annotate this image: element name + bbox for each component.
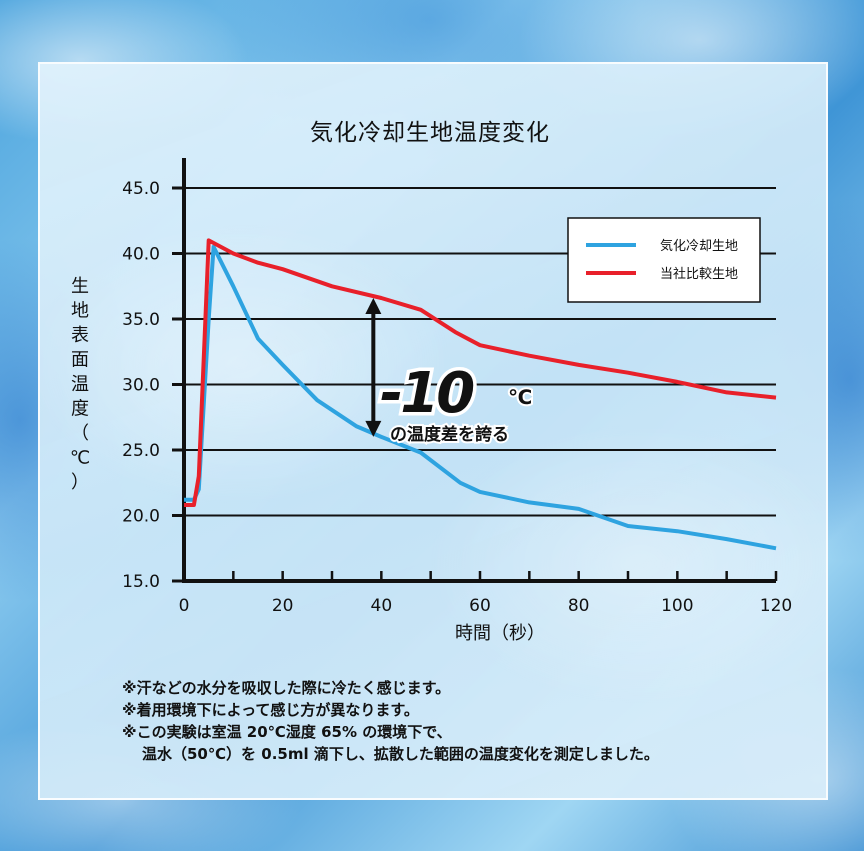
x-tick-label: 40 bbox=[371, 596, 393, 616]
x-tick-label: 80 bbox=[568, 596, 590, 616]
y-tick-label: 35.0 bbox=[122, 310, 160, 330]
legend-box bbox=[567, 217, 761, 303]
y-tick-label: 30.0 bbox=[122, 376, 160, 396]
series-line-2 bbox=[184, 238, 777, 507]
y-tick-label: 15.0 bbox=[122, 572, 160, 592]
difference-caption: の温度差を誇る bbox=[390, 424, 509, 445]
chart-panel bbox=[38, 62, 828, 800]
x-tick-label: 0 bbox=[179, 596, 190, 616]
y-tick-label: 25.0 bbox=[122, 441, 160, 461]
x-tick-label: 60 bbox=[469, 596, 491, 616]
y-tick-label: 20.0 bbox=[122, 507, 160, 527]
x-axis-label: 時間（秒） bbox=[455, 623, 545, 644]
x-tick-label: 20 bbox=[272, 596, 294, 616]
chart-title: 気化冷却生地温度変化 bbox=[310, 120, 550, 146]
footnotes: ※汗などの水分を吸収した際に冷たく感じます。 ※着用環境下によって感じ方が異なり… bbox=[122, 677, 802, 765]
y-tick-label: 40.0 bbox=[122, 245, 160, 265]
x-tick-label: 120 bbox=[760, 596, 792, 616]
footnote-1: ※汗などの水分を吸収した際に冷たく感じます。 bbox=[122, 679, 451, 697]
x-tick-label: 100 bbox=[661, 596, 693, 616]
difference-arrow-head-bottom bbox=[365, 420, 382, 437]
footnote-2: ※着用環境下によって感じ方が異なります。 bbox=[122, 701, 419, 719]
difference-arrow-head-top bbox=[365, 298, 382, 315]
difference-value: -10 bbox=[380, 361, 473, 426]
difference-unit: ℃ bbox=[508, 385, 532, 409]
footnote-3: ※この実験は室温 20℃湿度 65% の環境下で、 bbox=[122, 723, 452, 741]
series-line-1 bbox=[184, 244, 777, 551]
legend-label-2: 当社比較生地 bbox=[660, 266, 738, 282]
y-axis-label: 生地表面温度（℃） bbox=[70, 276, 90, 493]
legend-label-1: 気化冷却生地 bbox=[660, 238, 738, 254]
annotation-layer: -10 ℃ の温度差を誇る bbox=[365, 298, 534, 447]
y-tick-label: 45.0 bbox=[122, 179, 160, 199]
series-layer bbox=[184, 238, 777, 551]
grid-layer bbox=[184, 187, 776, 517]
footnote-4: 温水（50℃）を 0.5ml 滴下し、拡散した範囲の温度変化を測定しました。 bbox=[142, 745, 659, 763]
axis-layer: 45.0 40.0 35.0 30.0 25.0 20.0 15.0 0 20 40 60 80 100… bbox=[70, 158, 792, 644]
